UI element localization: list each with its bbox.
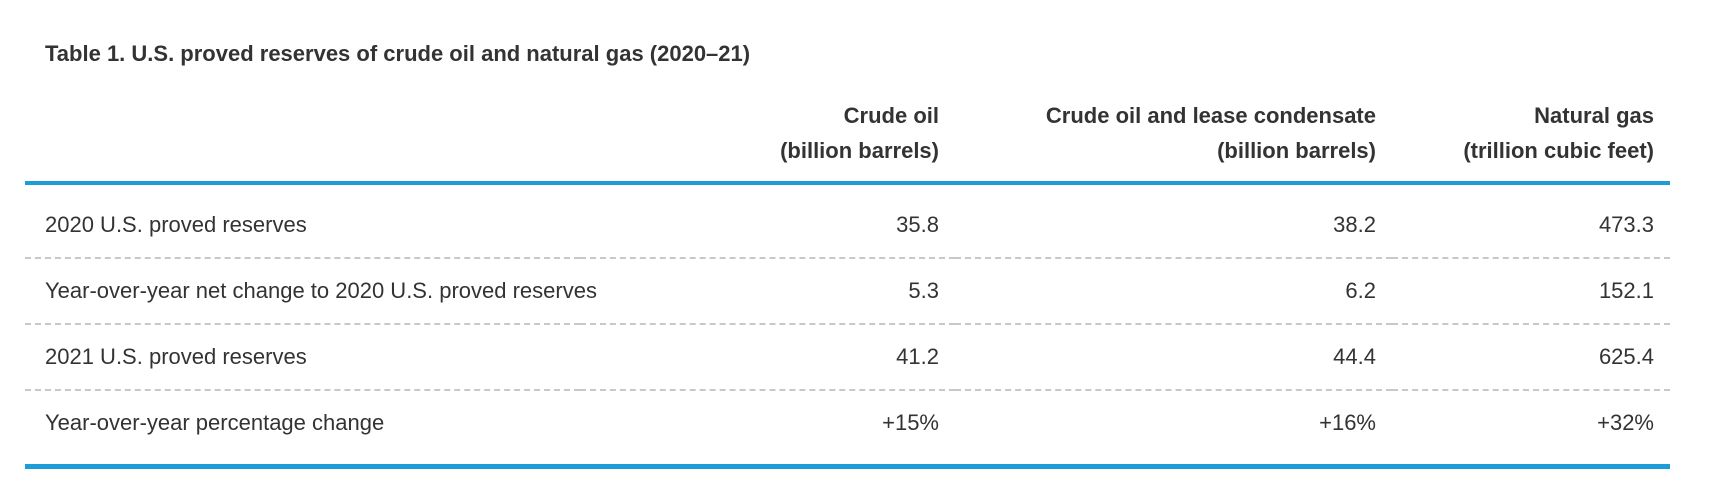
column-header-line2: (billion barrels) bbox=[780, 138, 939, 163]
row-label-column-header bbox=[25, 98, 580, 185]
value-cell: +15% bbox=[580, 389, 955, 467]
value-cell: +16% bbox=[955, 389, 1392, 467]
table-row-net-change-2020: Year-over-year net change to 2020 U.S. p… bbox=[25, 257, 1670, 324]
row-label: 2020 U.S. proved reserves bbox=[45, 212, 307, 237]
value-cell: 35.8 bbox=[896, 212, 939, 237]
column-header-crude-oil-lease-condensate: Crude oil and lease condensate (billion … bbox=[955, 98, 1392, 185]
value-cell: 6.2 bbox=[955, 257, 1392, 324]
value-cell: 44.4 bbox=[955, 323, 1392, 390]
column-header-line2: (billion barrels) bbox=[1217, 138, 1376, 163]
row-label: 2021 U.S. proved reserves bbox=[25, 323, 580, 390]
column-header-natural-gas: Natural gas (trillion cubic feet) bbox=[1392, 98, 1670, 185]
header-row: Crude oil (billion barrels) Crude oil an… bbox=[25, 98, 1670, 185]
value-cell: 5.3 bbox=[580, 257, 955, 324]
table-row-2021-proved-reserves: 2021 U.S. proved reserves 41.2 44.4 625.… bbox=[25, 323, 1670, 390]
column-header-line2: (trillion cubic feet) bbox=[1463, 138, 1654, 163]
table-title: Table 1. U.S. proved reserves of crude o… bbox=[45, 41, 751, 66]
table-row-percentage-change: Year-over-year percentage change +15% +1… bbox=[25, 389, 1670, 467]
value-cell: 41.2 bbox=[580, 323, 955, 390]
table-row-2020-proved-reserves: 2020 U.S. proved reserves 35.8 38.2 473.… bbox=[25, 183, 1670, 258]
column-header-line1: Natural gas bbox=[1534, 103, 1654, 128]
column-header-crude-oil: Crude oil (billion barrels) bbox=[580, 98, 955, 185]
value-cell: 473.3 bbox=[1598, 212, 1654, 237]
table-figure: Table 1. U.S. proved reserves of crude o… bbox=[25, 41, 1670, 469]
value-cell: 625.4 bbox=[1392, 323, 1670, 390]
proved-reserves-table: Crude oil (billion barrels) Crude oil an… bbox=[25, 98, 1670, 469]
column-header-line1: Crude oil and lease condensate bbox=[1045, 103, 1376, 128]
value-cell: 152.1 bbox=[1392, 257, 1670, 324]
column-header-line1: Crude oil bbox=[843, 103, 939, 128]
row-label: Year-over-year net change to 2020 U.S. p… bbox=[25, 257, 597, 324]
value-cell: 38.2 bbox=[1333, 212, 1376, 237]
row-label: Year-over-year percentage change bbox=[25, 389, 580, 467]
value-cell: +32% bbox=[1392, 389, 1670, 467]
